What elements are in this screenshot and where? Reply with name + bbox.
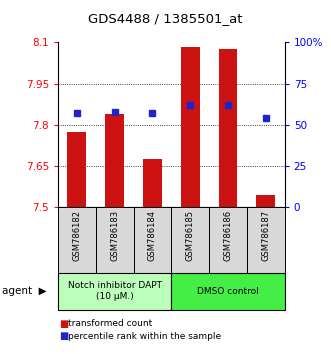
Text: ■: ■ [60, 331, 69, 341]
Text: ■: ■ [60, 319, 69, 329]
Text: DMSO control: DMSO control [197, 287, 259, 296]
Bar [68, 132, 86, 207]
Bar [218, 49, 237, 207]
Text: GDS4488 / 1385501_at: GDS4488 / 1385501_at [88, 12, 243, 25]
Text: GSM786185: GSM786185 [186, 210, 195, 261]
Bar [256, 195, 275, 207]
Text: GSM786182: GSM786182 [72, 210, 81, 261]
Bar [181, 47, 200, 207]
Text: percentile rank within the sample: percentile rank within the sample [68, 332, 221, 341]
Text: agent  ▶: agent ▶ [2, 286, 46, 296]
Text: GSM786183: GSM786183 [110, 210, 119, 262]
Text: GSM786184: GSM786184 [148, 210, 157, 261]
Text: GSM786186: GSM786186 [223, 210, 232, 262]
Text: transformed count: transformed count [68, 319, 152, 329]
Bar [105, 114, 124, 207]
Bar [143, 159, 162, 207]
Text: GSM786187: GSM786187 [261, 210, 270, 262]
Text: Notch inhibitor DAPT
(10 μM.): Notch inhibitor DAPT (10 μM.) [68, 281, 162, 301]
